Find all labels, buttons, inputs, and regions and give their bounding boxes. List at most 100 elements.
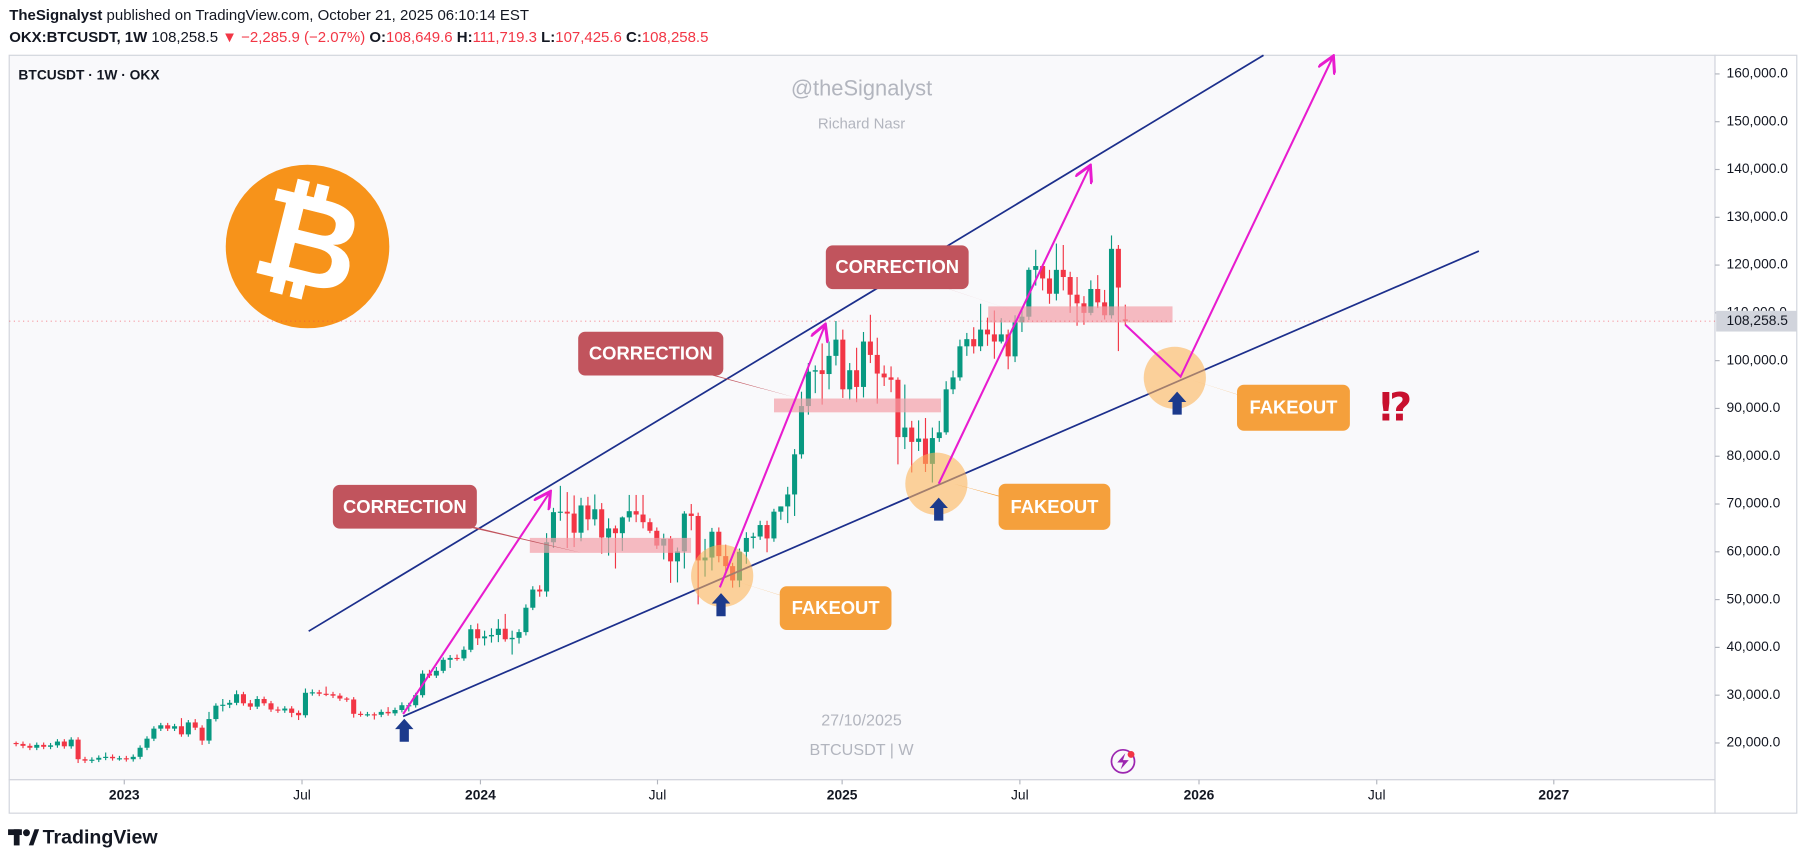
candle-body — [778, 506, 784, 512]
candle-body — [840, 339, 846, 390]
candle-body — [681, 513, 687, 552]
candle-body — [206, 719, 212, 741]
author: TheSignalyst — [9, 7, 102, 24]
candle-body — [178, 726, 184, 735]
candle-body — [557, 511, 563, 513]
correction-box — [332, 484, 477, 529]
candle-body — [309, 692, 315, 694]
candle-body — [378, 711, 384, 715]
x-tick-label: 2026 — [1184, 787, 1215, 803]
candle-body — [227, 702, 233, 705]
symbol: OKX:BTCUSDT, 1W — [9, 29, 148, 46]
candle-body — [1095, 288, 1101, 303]
candle-body — [798, 406, 805, 455]
up-arrow — [711, 593, 731, 617]
ohlc-label: O: — [369, 29, 386, 46]
candle-body — [454, 657, 460, 660]
fakeout-label: FAKEOUT — [1249, 397, 1338, 418]
correction-box — [578, 331, 724, 376]
candle-body — [674, 551, 681, 562]
candle-body — [881, 373, 887, 378]
x-tick-label: Jul — [1368, 787, 1386, 803]
correction-zone — [774, 398, 942, 413]
candle-body — [530, 589, 536, 608]
candles — [13, 235, 1128, 764]
candle-body — [358, 713, 364, 715]
candle-body — [516, 632, 522, 638]
candle-body — [20, 743, 26, 746]
candle-body — [1088, 288, 1094, 313]
candle-body — [488, 634, 495, 637]
plot-area — [8, 54, 1716, 781]
y-tick-label: 80,000.0 — [1727, 447, 1781, 463]
price-axis — [1714, 54, 1798, 814]
candle-body — [626, 511, 632, 518]
candle-body — [158, 725, 164, 729]
projection-arrow — [718, 326, 825, 588]
candle-body — [860, 341, 867, 387]
candle-body — [585, 505, 591, 520]
candle-body — [89, 759, 95, 761]
candle-body — [433, 670, 439, 676]
candle-body — [34, 744, 40, 748]
projection-arrow — [402, 493, 549, 715]
correction-zone — [988, 306, 1173, 323]
candle-body — [826, 355, 832, 375]
candle-body — [1033, 266, 1039, 270]
fakeout-box — [998, 483, 1111, 530]
candle-body — [440, 659, 446, 671]
candle-body — [695, 515, 701, 561]
x-tick-label: Jul — [293, 787, 311, 803]
y-tick-label: 90,000.0 — [1727, 399, 1781, 415]
y-tick-label: 70,000.0 — [1727, 495, 1781, 511]
candle-body — [1060, 269, 1066, 278]
candle-body — [619, 517, 625, 534]
candle-body — [261, 698, 267, 704]
candle-body — [1040, 266, 1046, 279]
candle-body — [447, 657, 453, 660]
footer-logo — [8, 829, 40, 846]
candle-body — [103, 756, 109, 758]
candle-body — [647, 522, 653, 531]
candle-body — [978, 329, 984, 347]
y-tick-label: 150,000.0 — [1727, 112, 1789, 128]
candle-body — [592, 509, 598, 520]
candle-body — [633, 511, 639, 515]
candle-body — [144, 738, 150, 748]
publish-line: TheSignalyst published on TradingView.co… — [9, 7, 529, 24]
candle-body — [819, 370, 825, 375]
y-tick-label: 50,000.0 — [1727, 590, 1781, 606]
ohlc-value: 108,258.5 — [642, 29, 709, 46]
projection-arrow — [1124, 58, 1332, 379]
candle-body — [495, 628, 501, 635]
candle-body — [964, 339, 970, 347]
candle-body — [764, 525, 770, 539]
candle-body — [537, 589, 543, 592]
watermark-date: 27/10/2025 — [821, 711, 902, 729]
candle-body — [867, 341, 873, 355]
drawings: CORRECTION CORRECTION CORRECTION FAKEOUT FAK… — [308, 55, 1480, 774]
fakeout-label: FAKEOUT — [792, 597, 881, 618]
candle-body — [337, 695, 343, 699]
candle-body — [902, 427, 908, 438]
candle-body — [1108, 248, 1115, 316]
candle-body — [165, 725, 171, 729]
candle-body — [54, 741, 60, 746]
candle-body — [364, 714, 370, 716]
y-tick-label: 20,000.0 — [1727, 734, 1781, 750]
candle-body — [785, 494, 791, 507]
candle-body — [854, 370, 860, 387]
symbol-line: OKX:BTCUSDT, 1W 108,258.5 ▼ −2,285.9 (−2… — [9, 29, 708, 46]
candle-body — [48, 745, 54, 747]
candle-body — [172, 726, 178, 729]
candle-body — [185, 722, 191, 735]
candle-body — [874, 354, 880, 374]
candle-body — [612, 528, 619, 534]
candle-body — [716, 531, 722, 557]
candle-body — [323, 693, 329, 695]
correction-zone — [529, 537, 692, 553]
candle-body — [468, 629, 474, 650]
candle-body — [268, 703, 274, 710]
change: −2,285.9 (−2.07%) — [241, 29, 365, 46]
